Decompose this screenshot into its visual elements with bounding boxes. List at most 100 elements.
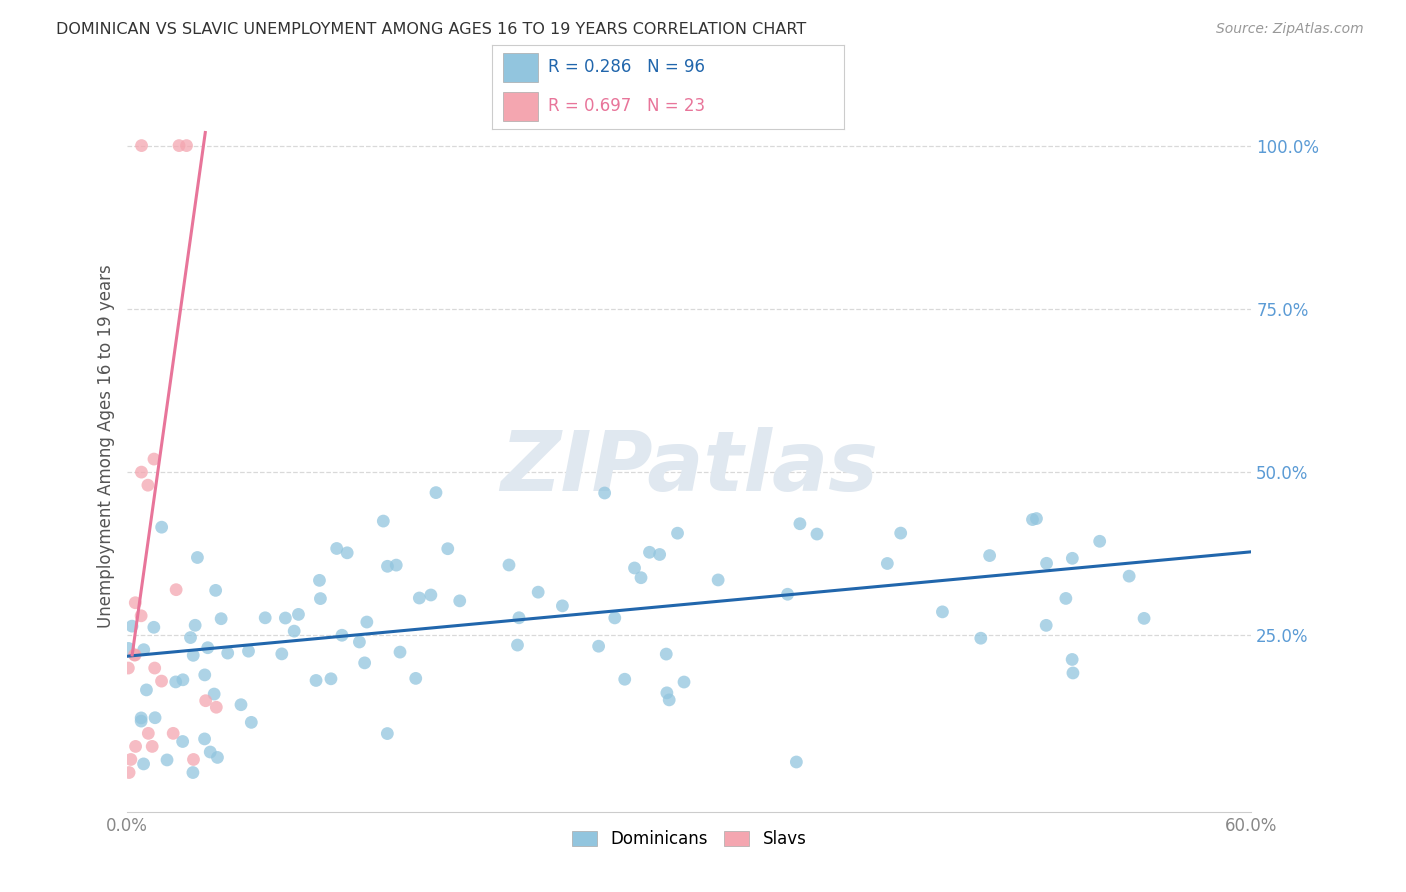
Slavs (205, 700, 228, 714)
Slavs (162, 726, 184, 740)
Slavs (143, 452, 166, 467)
Dominicans (336, 546, 359, 560)
Dominicans (1062, 652, 1084, 666)
Dominicans (209, 612, 232, 626)
Slavs (176, 138, 198, 153)
Dominicans (449, 594, 471, 608)
Dominicans (508, 611, 530, 625)
Dominicans (931, 605, 953, 619)
Dominicans (630, 571, 652, 585)
Dominicans (356, 615, 378, 629)
Dominicans (425, 485, 447, 500)
Slavs (131, 465, 153, 479)
Dominicans (648, 548, 671, 562)
Dominicans (1021, 512, 1043, 526)
Dominicans (405, 672, 427, 686)
Slavs (141, 739, 163, 754)
Slavs (124, 739, 146, 754)
Y-axis label: Unemployment Among Ages 16 to 19 years: Unemployment Among Ages 16 to 19 years (97, 264, 115, 628)
Dominicans (588, 639, 610, 653)
Dominicans (655, 647, 678, 661)
Dominicans (308, 574, 330, 588)
Dominicans (623, 561, 645, 575)
Dominicans (330, 628, 353, 642)
Dominicans (806, 527, 828, 541)
Dominicans (172, 673, 194, 687)
Dominicans (389, 645, 412, 659)
Dominicans (200, 745, 222, 759)
Dominicans (172, 734, 194, 748)
Dominicans (638, 545, 661, 559)
Dominicans (1062, 551, 1084, 566)
Dominicans (181, 765, 204, 780)
Dominicans (673, 675, 696, 690)
Dominicans (142, 620, 165, 634)
Dominicans (377, 559, 399, 574)
Slavs (118, 765, 141, 780)
Dominicans (785, 755, 807, 769)
Dominicans (135, 682, 157, 697)
Slavs (124, 648, 146, 662)
Dominicans (1054, 591, 1077, 606)
Slavs (120, 752, 142, 766)
Dominicans (186, 550, 208, 565)
Dominicans (613, 672, 636, 686)
Dominicans (707, 573, 730, 587)
Legend: Dominicans, Slavs: Dominicans, Slavs (565, 823, 813, 855)
Slavs (143, 661, 166, 675)
Dominicans (506, 638, 529, 652)
Dominicans (1035, 556, 1057, 570)
Dominicans (121, 619, 143, 633)
Dominicans (349, 635, 371, 649)
Dominicans (204, 583, 226, 598)
Dominicans (436, 541, 458, 556)
Dominicans (184, 618, 207, 632)
Dominicans (325, 541, 347, 556)
Dominicans (375, 726, 398, 740)
Dominicans (385, 558, 408, 573)
Dominicans (1118, 569, 1140, 583)
Dominicans (181, 648, 204, 663)
Slavs (131, 138, 153, 153)
Text: ZIPatlas: ZIPatlas (501, 427, 877, 508)
Dominicans (353, 656, 375, 670)
Dominicans (1035, 618, 1057, 632)
Dominicans (274, 611, 297, 625)
Dominicans (658, 693, 681, 707)
Dominicans (238, 644, 260, 658)
Dominicans (1133, 611, 1156, 625)
Dominicans (193, 731, 215, 746)
Dominicans (165, 674, 187, 689)
Slavs (124, 648, 146, 662)
Slavs (117, 661, 139, 675)
Dominicans (1062, 665, 1084, 680)
Dominicans (970, 631, 993, 645)
Dominicans (1088, 534, 1111, 549)
Dominicans (373, 514, 395, 528)
Slavs (183, 752, 205, 766)
Dominicans (207, 750, 229, 764)
Dominicans (217, 646, 239, 660)
Text: R = 0.697   N = 23: R = 0.697 N = 23 (548, 97, 706, 115)
Dominicans (143, 711, 166, 725)
Dominicans (240, 715, 263, 730)
Dominicans (603, 611, 626, 625)
Slavs (129, 608, 152, 623)
Slavs (167, 138, 190, 153)
Dominicans (498, 558, 520, 572)
Text: R = 0.286   N = 96: R = 0.286 N = 96 (548, 59, 706, 77)
Dominicans (194, 668, 217, 682)
Dominicans (527, 585, 550, 599)
Dominicans (419, 588, 441, 602)
Dominicans (287, 607, 309, 622)
Dominicans (180, 631, 202, 645)
Slavs (165, 582, 187, 597)
Dominicans (117, 641, 139, 656)
FancyBboxPatch shape (503, 92, 537, 120)
Slavs (194, 694, 217, 708)
Dominicans (876, 557, 898, 571)
Dominicans (129, 711, 152, 725)
Dominicans (229, 698, 252, 712)
Dominicans (305, 673, 328, 688)
Slavs (136, 478, 159, 492)
